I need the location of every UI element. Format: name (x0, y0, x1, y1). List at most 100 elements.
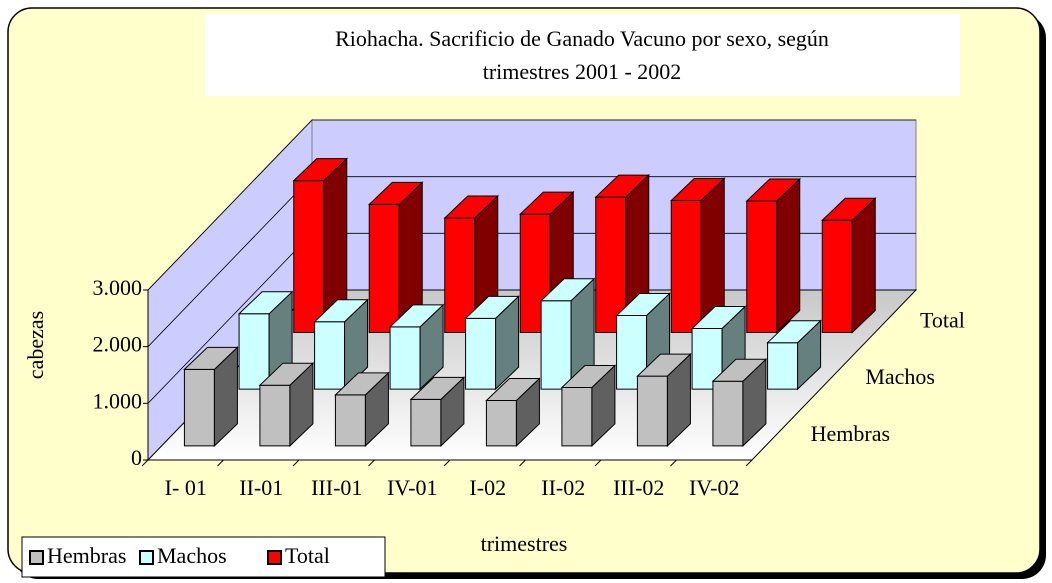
legend-label: Machos (157, 543, 227, 568)
title-box (205, 14, 960, 96)
bar-top (464, 295, 520, 319)
x-tick (141, 459, 149, 467)
bar (258, 362, 315, 448)
legend-swatch (139, 550, 154, 565)
x-tick-label: I- 01 (165, 475, 207, 500)
bar-top (237, 291, 294, 315)
y-tick-label: 1.000 (93, 388, 143, 413)
bar-front (712, 380, 744, 447)
bar-front (368, 203, 400, 333)
bar-front (334, 394, 366, 447)
bar (368, 181, 424, 334)
bar (539, 277, 596, 391)
bar (821, 197, 877, 334)
bar (464, 295, 520, 391)
bar (388, 303, 445, 391)
bar-top (745, 178, 801, 202)
bar-top (368, 181, 424, 205)
bar-front (561, 386, 593, 447)
y-tick-label: 2.000 (93, 332, 143, 357)
x-tick (594, 459, 602, 467)
grid-line (147, 119, 916, 291)
bar (409, 376, 466, 448)
bar (766, 319, 822, 391)
y-tick-label: 0 (131, 445, 142, 470)
bar-front (821, 219, 853, 333)
x-tick-label: III-02 (613, 475, 664, 500)
x-tick-label: III-01 (311, 475, 362, 500)
x-tick (443, 459, 451, 467)
bar (313, 298, 369, 391)
plot-area (141, 118, 918, 467)
bar (745, 177, 801, 334)
bar-top (670, 177, 726, 201)
x-tick-label: II-01 (239, 475, 283, 500)
bar (670, 177, 726, 334)
bar-top (258, 362, 315, 386)
bar-top (711, 358, 768, 382)
bar-side (851, 197, 876, 334)
bar-top (615, 293, 671, 316)
bar (485, 377, 541, 448)
row-label: Hembras (811, 421, 890, 446)
x-tick-label: IV-02 (689, 475, 740, 500)
bar (711, 358, 768, 448)
legend-swatch (267, 550, 282, 565)
bar-top (409, 376, 466, 400)
x-tick (519, 459, 526, 467)
bar-front (410, 398, 442, 447)
bar-side (776, 177, 801, 334)
bar-top (388, 304, 445, 328)
bar-top (539, 278, 596, 302)
bar-top (183, 346, 239, 370)
bar-top (594, 174, 650, 198)
bar-top (690, 306, 747, 330)
legend-label: Total (285, 543, 330, 568)
bar-front (314, 321, 346, 390)
bar-front (746, 200, 778, 333)
bar (292, 157, 348, 334)
y-tick-label: 3.000 (93, 275, 143, 300)
legend (21, 536, 386, 578)
x-tick (368, 459, 375, 467)
bar-front (670, 199, 702, 333)
bar-front (636, 375, 668, 447)
legend-label: Hembras (47, 543, 126, 568)
bar-front (540, 300, 572, 390)
x-axis-title: trimestres (481, 531, 568, 556)
bar-top (313, 299, 369, 323)
bar-top (292, 158, 348, 182)
bar (560, 364, 617, 448)
x-tick-label: I-02 (469, 475, 506, 500)
bar-top (560, 364, 617, 388)
x-tick (217, 459, 224, 467)
bar-top (821, 197, 877, 221)
x-tick (292, 459, 300, 467)
bar-front (293, 180, 325, 333)
x-tick (745, 459, 753, 467)
bar-top (443, 195, 499, 219)
x-tick-label: IV-01 (387, 475, 438, 500)
bar (334, 371, 390, 448)
bar (636, 352, 692, 448)
bar-front (465, 317, 497, 390)
bar-top (485, 378, 541, 401)
chart-title: trimestres 2001 - 2002 (483, 59, 682, 84)
y-axis-title: cabezas (23, 311, 48, 379)
bar-front (183, 368, 215, 447)
x-tick-label: II-02 (541, 475, 585, 500)
bar-front (259, 384, 291, 447)
bar-top (519, 191, 575, 215)
bar-front (485, 400, 517, 447)
bar-top (334, 372, 390, 396)
row-label: Total (920, 308, 965, 333)
legend-swatch (29, 550, 44, 565)
bar-front (767, 342, 799, 390)
bar (183, 346, 239, 448)
chart-title: Riohacha. Sacrificio de Ganado Vacuno po… (335, 26, 829, 51)
bar-front (238, 313, 270, 390)
bar-front (389, 326, 421, 390)
row-label: Machos (865, 364, 935, 389)
bar-top (636, 353, 692, 377)
